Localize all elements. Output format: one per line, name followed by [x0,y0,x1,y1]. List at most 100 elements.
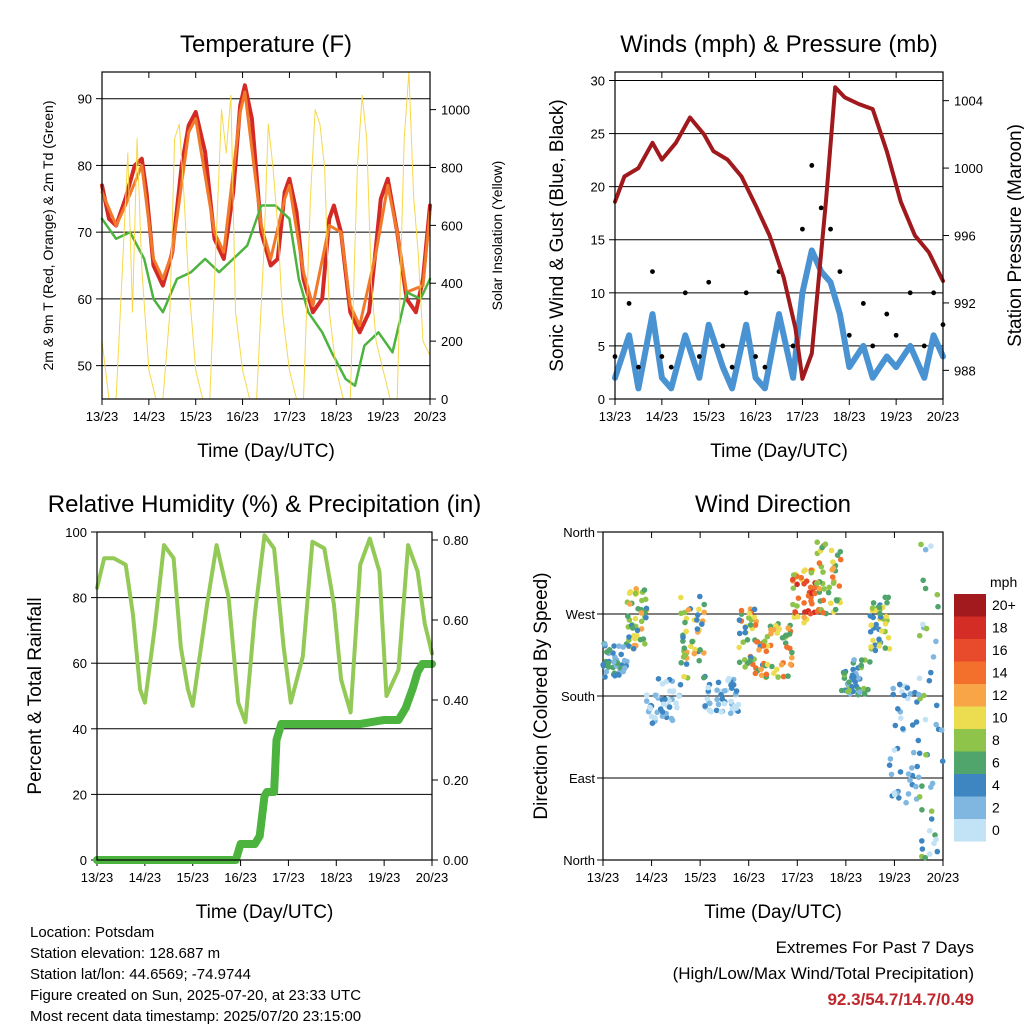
extremes-summary: Extremes For Past 7 Days (High/Low/Max W… [673,935,974,1013]
panel4-direction-point [852,679,859,685]
panel1-y2tick-label: 400 [441,276,463,291]
panel4-direction-point [760,643,767,649]
panel4-direction-point [728,682,734,688]
speed-legend-swatch [954,639,986,662]
panel4-direction-point [915,737,922,744]
panel4-direction-point [891,747,898,753]
panel2-gust-point [659,354,665,359]
panel4-direction-point [794,603,800,609]
panel4-direction-point [892,791,898,798]
panel4-direction-point [733,705,740,711]
panel1-y2tick-label: 0 [441,392,448,407]
panel3-y2tick-label: 0.20 [443,773,468,788]
panel4-direction-point [694,617,700,623]
speed-legend-swatch [954,706,986,729]
panel3-xtick-label: 20/23 [416,870,449,885]
panel4-direction-point [916,632,923,639]
panel4-direction-point [808,570,815,576]
panel4-direction-point [867,659,873,665]
speed-legend-swatch [954,819,986,842]
panel2-y2label: Station Pressure (Maroon) [1005,124,1024,347]
panel4-direction-point [644,692,650,698]
panel2-ytick-label: 0 [598,392,605,407]
panel3-xtick-label: 18/23 [320,870,353,885]
panel4-xtick-label: 15/23 [684,870,717,885]
panel2-gust-point [650,269,655,274]
panel4-direction-point [918,541,924,548]
panel1-series-t2m [100,83,432,335]
panel3-ytick-label: 40 [73,722,87,737]
panel4-direction-point [861,691,868,697]
panel4-direction-point [865,686,871,693]
panel4-ytick-label: North [563,853,595,868]
panel3-xtick-label: 16/23 [224,870,257,885]
panel4-direction-point [855,675,862,681]
panel2-y2tick-label: 996 [954,229,976,244]
panel2-xtick-label: 15/23 [692,409,725,424]
panel4-direction-point [701,609,707,616]
panel4-direction-point [696,606,702,613]
panel4-direction-point [725,677,731,684]
panel3-ytick-label: 80 [73,591,87,606]
panel4-direction-point [727,710,734,717]
panel3-frame [96,531,433,861]
panel4-direction-point [615,671,621,678]
panel2-gust-point [668,364,674,370]
panel4-direction-point [785,673,791,679]
panel4-direction-point [659,681,666,687]
panel4-direction-point [868,644,874,650]
elevation-text: Station elevation: 128.687 m [30,945,221,962]
panel4-direction-point [900,726,906,732]
panel4-direction-point [838,687,845,694]
panel4-direction-point [913,719,920,725]
panel4-direction-point [670,689,676,695]
panel4-direction-point [916,794,923,800]
panel2-ytick-label: 25 [591,127,605,142]
panel4-direction-point [801,614,807,621]
panel4-direction-point [919,846,926,852]
panel1-xtick-label: 20/23 [414,409,447,424]
panel4-direction-point [935,603,941,610]
panel4-direction-point [713,707,720,714]
panel4-direction-point [691,650,698,657]
panel3-xtick-label: 13/23 [81,870,114,885]
panel4-direction-point [846,679,852,685]
panel4-direction-point [807,584,814,591]
panel4-direction-point [678,594,684,601]
panel4-direction-point [629,625,636,631]
panel4-direction-point [934,591,941,598]
panel4-direction-point [718,691,724,698]
panel4-direction-point [683,628,689,635]
panel4-direction-point [752,622,759,628]
panel3-y2tick-label: 0.40 [443,693,468,708]
panel4-direction-point [635,606,641,612]
panel4-direction-point [625,613,631,619]
panel4-direction-point [751,614,758,620]
panel4-direction-point [764,643,771,649]
panel2-frame [614,71,944,400]
panel4-direction-point [928,669,934,676]
panel4-direction-point [621,657,628,664]
panel4-direction-point [822,541,829,547]
panel4-direction-point [776,626,783,632]
panel4-direction-point [849,683,855,690]
panel4-direction-point [600,661,606,668]
panel4-direction-point [915,774,922,781]
panel4-direction-point [926,828,933,834]
panel4-direction-point [920,577,926,584]
panel4-direction-point [830,565,837,571]
panel4-direction-point [795,613,801,620]
panel4-xtick-label: 19/23 [878,870,911,885]
panel4-direction-point [907,691,914,697]
speed-legend-label: 6 [992,755,1000,771]
panel4-direction-point [648,713,655,720]
panel4-direction-point [673,700,679,706]
panel1-y2tick-label: 200 [441,334,463,349]
panel4-direction-point [914,763,920,770]
panel3-ytick-label: 100 [65,525,87,540]
panel4-direction-point [820,609,826,616]
recent-text: Most recent data timestamp: 2025/07/20 2… [30,1008,362,1025]
panel4-direction-point [933,638,939,645]
panel1-xtick-label: 17/23 [273,409,306,424]
panel2-gust-point [753,354,758,359]
